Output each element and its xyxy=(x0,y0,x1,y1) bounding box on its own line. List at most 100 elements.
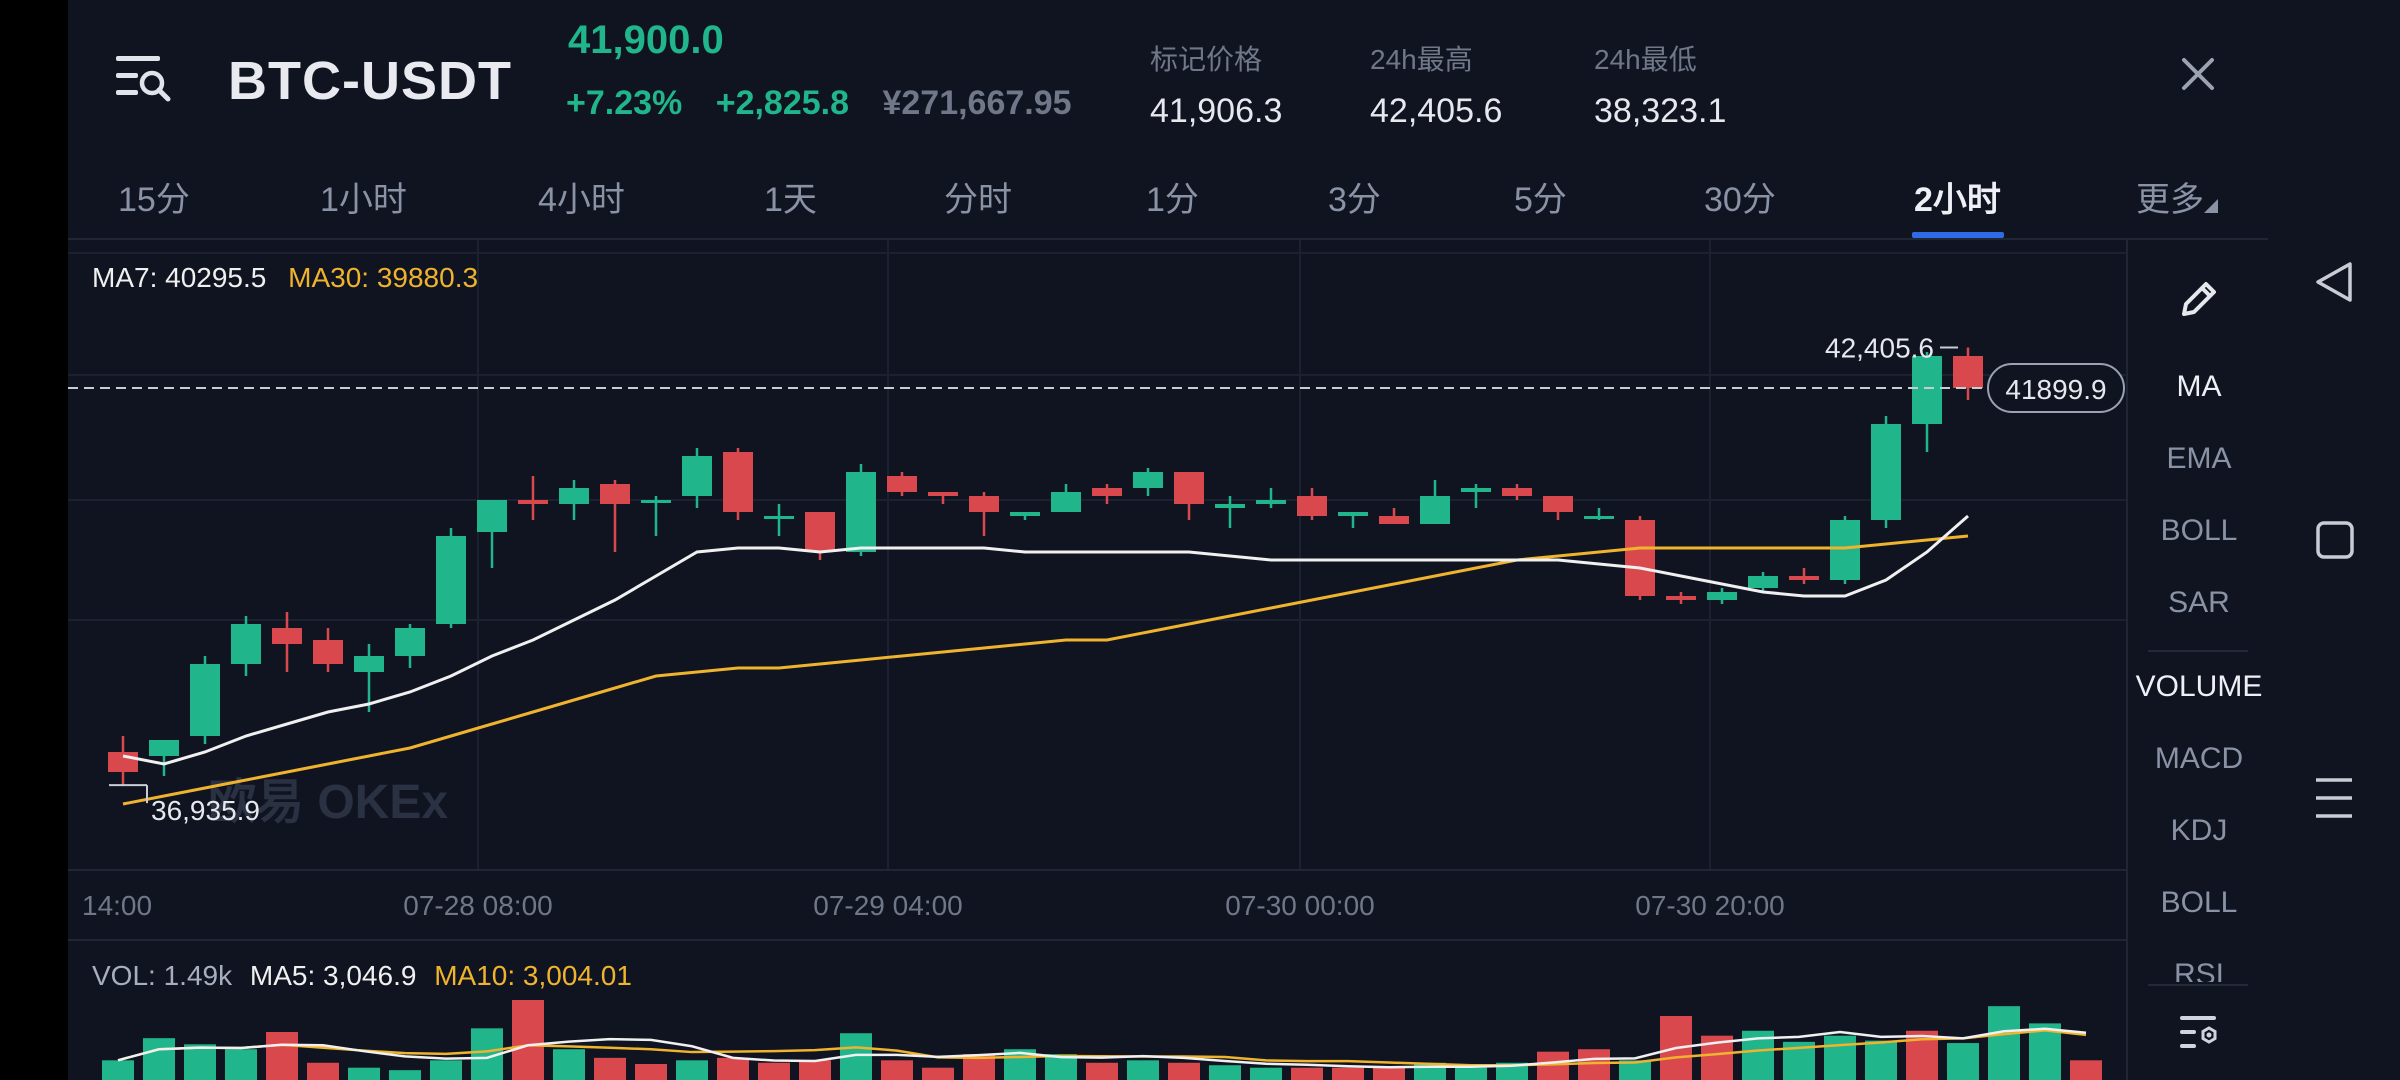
high-24h-value: 42,405.6 xyxy=(1370,92,1503,130)
mark-price-label: 标记价格 xyxy=(1150,44,1263,75)
candle-body xyxy=(518,500,548,504)
close-icon[interactable] xyxy=(2168,44,2228,104)
volume-bar xyxy=(1086,1062,1118,1080)
candle-body xyxy=(559,488,589,504)
volume-bar xyxy=(1291,1067,1323,1080)
candle-body xyxy=(1215,504,1245,508)
vol-ma10-label: MA10: 3,004.01 xyxy=(434,960,632,991)
candle-body xyxy=(1625,520,1655,596)
volume-bar xyxy=(1127,1060,1159,1080)
indicator-kdj[interactable]: KDJ xyxy=(2170,814,2228,847)
candle-body xyxy=(1051,492,1081,512)
tab-more[interactable]: 更多 xyxy=(2136,172,2218,221)
indicator-panel: MA EMA BOLL SAR VOLUME MACD KDJ BOLL RSI xyxy=(2126,240,2268,1080)
candle-body xyxy=(1174,472,1204,504)
candle-body xyxy=(887,476,917,492)
indicator-settings-icon[interactable] xyxy=(2178,1012,2222,1052)
indicator-sar[interactable]: SAR xyxy=(2168,586,2230,619)
indicator-rsi[interactable]: RSI xyxy=(2173,958,2224,982)
tab-2hour[interactable]: 2小时 xyxy=(1914,181,2001,219)
candle-body xyxy=(1010,512,1040,516)
candle-body xyxy=(723,452,753,512)
volume-bar xyxy=(307,1062,339,1080)
volume-bar xyxy=(799,1060,831,1080)
tab-15min[interactable]: 15分 xyxy=(118,181,190,219)
watermark: 欧易 OKEx xyxy=(208,776,448,829)
volume-bar xyxy=(758,1062,790,1080)
volume-bar xyxy=(881,1060,913,1080)
candle-body xyxy=(1584,516,1614,519)
high-24h-label: 24h最高 xyxy=(1370,44,1473,75)
indicator-boll-sub[interactable]: BOLL xyxy=(2160,886,2238,919)
indicator-ema[interactable]: EMA xyxy=(2166,442,2232,475)
candle-body xyxy=(1338,512,1368,516)
pencil-icon[interactable] xyxy=(2174,274,2224,324)
system-nav-bar xyxy=(2268,0,2400,1080)
x-axis-label: 07-30 00:00 xyxy=(1225,890,1374,921)
recents-menu-icon[interactable] xyxy=(2268,768,2400,828)
tab-5min[interactable]: 5分 xyxy=(1514,181,1567,219)
back-icon[interactable] xyxy=(2268,252,2400,312)
ma7-line xyxy=(122,514,1969,766)
candle-body xyxy=(1133,472,1163,488)
vol-ma10-line xyxy=(117,1029,2087,1067)
candle-body xyxy=(149,740,179,756)
list-search-icon[interactable] xyxy=(116,52,172,104)
high-24h-block: 24h最高 42,405.6 xyxy=(1370,38,1502,131)
candle-body xyxy=(1953,356,1983,388)
volume-bar xyxy=(1865,1040,1897,1080)
tab-1hour[interactable]: 1小时 xyxy=(320,181,407,219)
high-marker-label: 42,405.6 xyxy=(1825,333,1934,364)
candle-body xyxy=(1871,424,1901,520)
low-24h-label: 24h最低 xyxy=(1594,44,1697,75)
volume-bar xyxy=(1824,1035,1856,1080)
indicator-boll[interactable]: BOLL xyxy=(2160,514,2238,547)
indicator-volume[interactable]: VOLUME xyxy=(2135,670,2263,703)
volume-bar xyxy=(1455,1067,1487,1080)
pair-title[interactable]: BTC-USDT xyxy=(228,51,512,111)
tab-3min[interactable]: 3分 xyxy=(1328,181,1381,219)
candle-body xyxy=(1707,592,1737,600)
volume-bar xyxy=(184,1044,216,1080)
candle-body xyxy=(969,496,999,512)
home-icon[interactable] xyxy=(2268,510,2400,570)
indicator-ma[interactable]: MA xyxy=(2176,370,2222,403)
candle-body xyxy=(1912,356,1942,424)
volume-bar xyxy=(594,1057,626,1080)
indicator-macd[interactable]: MACD xyxy=(2154,742,2244,775)
volume-legend: VOL: 1.49k MA5: 3,046.9 MA10: 3,004.01 xyxy=(92,960,632,992)
ma30-line xyxy=(122,534,1969,806)
mark-price-block: 标记价格 41,906.3 xyxy=(1150,38,1282,131)
candle-body xyxy=(764,516,794,519)
candle-body xyxy=(231,624,261,664)
candle-body xyxy=(600,484,630,504)
candle-body xyxy=(1502,488,1532,496)
ma-legend: MA7: 40295.5 MA30: 39880.3 xyxy=(92,262,478,294)
candle-body xyxy=(1666,596,1696,600)
volume-bar xyxy=(2070,1060,2102,1080)
left-edge-strip xyxy=(0,0,68,1080)
tab-4hour[interactable]: 4小时 xyxy=(538,181,625,219)
volume-bar xyxy=(225,1049,257,1080)
chart-area[interactable]: 欧易 OKEx 41899.9 42,405.6 36,935.9 14:00 07-28… xyxy=(68,240,2126,1080)
candle-body xyxy=(190,664,220,736)
candle-body xyxy=(354,656,384,672)
low-24h-block: 24h最低 38,323.1 xyxy=(1594,38,1726,131)
candlestick-chart[interactable]: 欧易 OKEx 41899.9 42,405.6 36,935.9 14:00 07-28… xyxy=(68,240,2126,1080)
tab-30min[interactable]: 30分 xyxy=(1704,181,1776,219)
candle-body xyxy=(1830,520,1860,580)
tab-more-label: 更多 xyxy=(2136,181,2204,219)
volume-bar xyxy=(1373,1067,1405,1080)
mark-price-value: 41,906.3 xyxy=(1150,92,1283,130)
panel-divider xyxy=(2148,984,2248,986)
volume-bar xyxy=(102,1060,134,1080)
candle-body xyxy=(1748,576,1778,588)
tab-timeshare[interactable]: 分时 xyxy=(944,181,1012,219)
ma30-label: MA30: 39880.3 xyxy=(288,262,479,293)
vol-ma5-label: MA5: 3,046.9 xyxy=(249,960,417,991)
tab-1day[interactable]: 1天 xyxy=(764,181,817,219)
volume-bar xyxy=(1619,1060,1651,1080)
tab-1min[interactable]: 1分 xyxy=(1146,181,1199,219)
volume-bar xyxy=(1947,1043,1979,1080)
